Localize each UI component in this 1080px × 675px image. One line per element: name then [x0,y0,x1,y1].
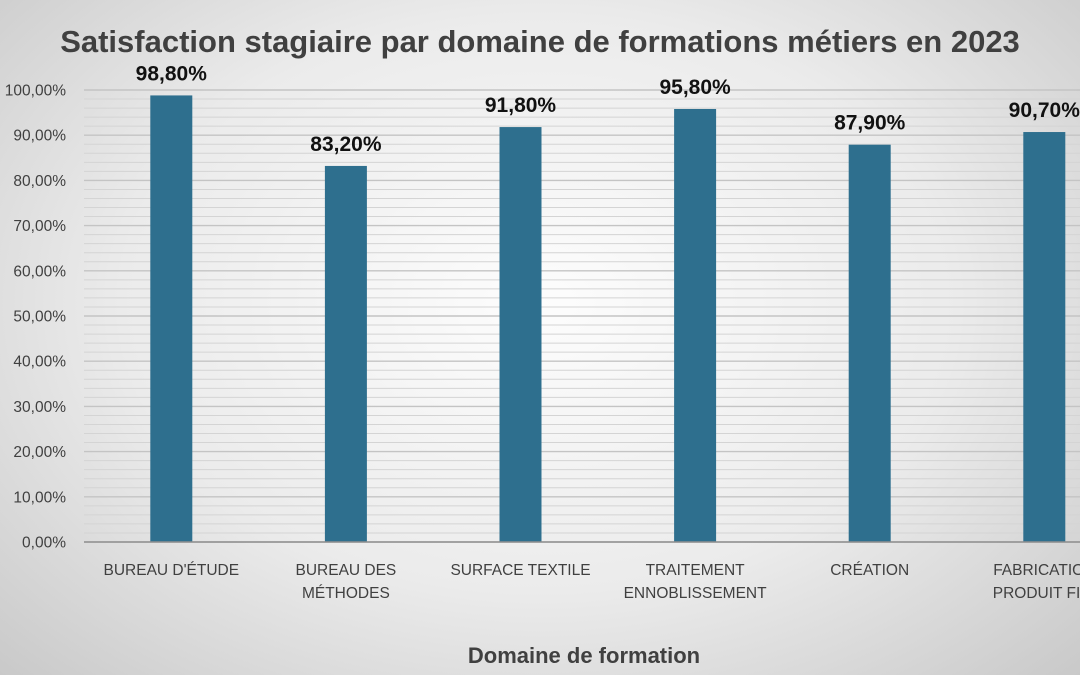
y-tick-label: 70,00% [13,218,66,235]
y-tick-label: 90,00% [13,128,66,145]
x-tick-label: FABRICATIONPRODUIT FINI [993,562,1080,602]
data-label: 95,80% [659,76,731,99]
bars [150,95,1066,543]
x-tick-label: BUREAU D'ÉTUDE [104,562,240,579]
bar [1023,132,1066,542]
y-tick-label: 100,00% [5,83,66,100]
x-axis-title: Domaine de formation [468,643,700,668]
y-axis-ticks: 0,00% 10,00% 20,00% 30,00% 40,00% 50,00% 60,00… [5,83,66,552]
x-axis-categories: BUREAU D'ÉTUDE BUREAU DES MÉTHODES SURFACE … [104,562,1080,602]
data-label: 98,80% [136,62,208,85]
y-tick-label: 40,00% [13,354,66,371]
x-tick-label: CRÉATION [830,562,909,579]
x-tick-label: TRAITEMENT ENNOBLISSEMENT [624,562,768,602]
y-tick-label: 20,00% [13,444,66,461]
chart-title: Satisfaction stagiaire par domaine de fo… [60,24,1020,59]
y-tick-label: 30,00% [13,399,66,416]
y-tick-label: 80,00% [13,173,66,190]
bar [324,165,367,542]
data-label: 87,90% [834,112,906,135]
data-label: 91,80% [485,94,557,117]
gridlines [84,89,1080,543]
y-tick-label: 50,00% [13,309,66,326]
bar [499,127,542,543]
data-label: 90,70% [1009,99,1080,122]
bar [848,144,891,542]
data-label: 83,20% [310,133,382,156]
data-labels: 98,80% 83,20% 91,80% 95,80% 87,90% 90,70% [136,62,1080,156]
y-tick-label: 0,00% [22,535,66,552]
bar [150,95,193,542]
bar [674,108,717,542]
y-tick-label: 60,00% [13,263,66,280]
x-tick-label: BUREAU DES MÉTHODES [296,562,397,602]
x-tick-label: SURFACE TEXTILE [450,562,590,579]
y-tick-label: 10,00% [13,489,66,506]
